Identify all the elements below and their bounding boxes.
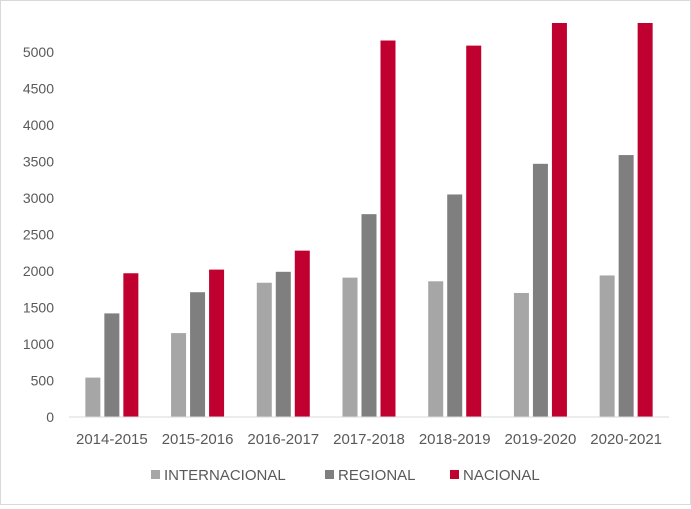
bar-internacional-2016-2017	[256, 282, 272, 417]
legend-label-nacional: NACIONAL	[463, 467, 540, 484]
legend-swatch-nacional	[450, 470, 459, 479]
x-tick-label: 2015-2016	[162, 431, 234, 448]
bar-internacional-2017-2018	[342, 277, 358, 417]
y-tick-label: 1500	[23, 300, 54, 316]
bar-nacional-2015-2016	[209, 269, 225, 417]
x-tick-label: 2014-2015	[76, 431, 148, 448]
x-tick-label: 2016-2017	[247, 431, 319, 448]
bar-internacional-2014-2015	[85, 377, 101, 417]
bar-regional-2017-2018	[361, 214, 377, 417]
bar-regional-2019-2020	[532, 163, 548, 417]
bar-nacional-2020-2021	[637, 23, 653, 417]
legend-swatch-internacional	[151, 470, 160, 479]
y-tick-label: 2500	[23, 227, 54, 243]
legend-label-internacional: INTERNACIONAL	[164, 467, 286, 484]
y-tick-label: 2000	[23, 263, 54, 279]
y-tick-label: 0	[46, 409, 54, 425]
bar-internacional-2018-2019	[428, 281, 444, 417]
bar-regional-2020-2021	[618, 155, 634, 417]
x-tick-label: 2017-2018	[333, 431, 405, 448]
bar-regional-2018-2019	[447, 194, 463, 417]
x-tick-label: 2018-2019	[419, 431, 491, 448]
bar-nacional-2014-2015	[123, 273, 139, 417]
legend-swatch-regional	[325, 470, 334, 479]
legend-label-regional: REGIONAL	[338, 467, 416, 484]
x-tick-label: 2020-2021	[590, 431, 662, 448]
bar-internacional-2019-2020	[513, 292, 529, 417]
bar-nacional-2016-2017	[294, 250, 310, 417]
y-tick-label: 4000	[23, 117, 54, 133]
bars	[85, 23, 653, 418]
bar-regional-2015-2016	[190, 292, 206, 417]
y-tick-label: 500	[31, 373, 55, 389]
bar-nacional-2019-2020	[551, 23, 567, 417]
bar-nacional-2018-2019	[466, 45, 482, 417]
bar-regional-2016-2017	[275, 271, 291, 417]
bar-regional-2014-2015	[104, 313, 120, 417]
x-tick-label: 2019-2020	[505, 431, 577, 448]
y-tick-label: 4500	[23, 81, 54, 97]
bar-internacional-2020-2021	[599, 275, 615, 417]
y-tick-label: 1000	[23, 336, 54, 352]
bar-internacional-2015-2016	[171, 333, 187, 417]
bar-nacional-2017-2018	[380, 40, 396, 418]
y-tick-label: 3000	[23, 190, 54, 206]
legend: INTERNACIONAL REGIONAL NACIONAL	[151, 467, 540, 484]
x-axis: 2014-2015 2015-2016 2016-2017 2017-2018 2018…	[76, 431, 662, 448]
y-axis: 0 500 1000 1500 2000 2500 3000 3500 4000 4500 5000	[23, 44, 54, 425]
y-tick-label: 5000	[23, 44, 54, 60]
y-tick-label: 3500	[23, 154, 54, 170]
